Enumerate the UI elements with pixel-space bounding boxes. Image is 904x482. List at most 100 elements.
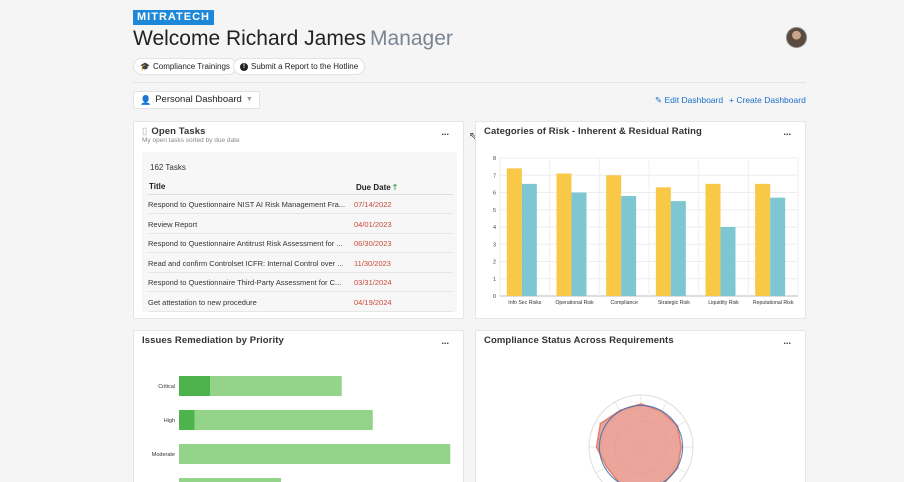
hotline-report-link[interactable]: ! Submit a Report to the Hotline	[233, 58, 366, 75]
issues-bar	[179, 410, 195, 430]
column-header-title[interactable]: Title	[149, 182, 166, 191]
y-tick-label: 5	[493, 208, 496, 214]
y-tick-label: Moderate	[152, 452, 175, 458]
x-tick-label: Reputational Risk	[753, 300, 794, 306]
header-divider	[148, 194, 453, 195]
page-title: Welcome Richard James Manager	[133, 27, 453, 51]
welcome-text: Welcome Richard James	[133, 27, 367, 50]
issues-bar-chart: Critical High Moderate	[152, 376, 451, 482]
table-row[interactable]: Get attestation to new procedure 04/19/20…	[148, 293, 453, 312]
task-title[interactable]: Respond to Questionnaire Third-Party Ass…	[148, 278, 342, 287]
mitratech-logo: MITRATECH	[133, 10, 214, 25]
open-tasks-card: ▯ Open Tasks My open tasks sorted by due …	[133, 121, 464, 319]
risk-bar	[556, 173, 572, 296]
y-tick-label: Critical	[158, 384, 175, 390]
x-tick-label: Operational Risk	[555, 300, 594, 306]
graduation-cap-icon: 🎓	[140, 62, 150, 71]
compliance-status-title: Compliance Status Across Requirements	[484, 335, 674, 346]
y-tick-label: 4	[493, 225, 496, 231]
risk-categories-card: Categories of Risk - Inherent & Residual…	[475, 121, 806, 319]
issues-card-menu-button[interactable]: ...	[441, 336, 449, 346]
plus-icon: +	[729, 95, 734, 105]
pencil-icon: ✎	[655, 95, 663, 105]
x-tick-label: Info Sec Risks	[508, 300, 542, 306]
y-tick-label: 3	[493, 242, 496, 248]
table-row[interactable]: Respond to Questionnaire NIST AI Risk Ma…	[148, 195, 453, 214]
issues-bar	[179, 444, 451, 464]
hotline-report-label: Submit a Report to the Hotline	[251, 62, 359, 71]
dashboard-selected: Personal Dashboard	[155, 94, 242, 105]
risk-categories-title: Categories of Risk - Inherent & Residual…	[484, 126, 702, 137]
x-tick-label: Strategic Risk	[658, 300, 690, 306]
table-row[interactable]: Read and confirm Controlset ICFR: Intern…	[148, 254, 453, 273]
task-due-date: 04/19/2024	[354, 297, 392, 307]
y-tick-label: 2	[493, 260, 496, 266]
task-title[interactable]: Respond to Questionnaire NIST AI Risk Ma…	[148, 200, 346, 209]
task-title[interactable]: Get attestation to new procedure	[148, 297, 257, 307]
compliance-trainings-link[interactable]: 🎓 Compliance Trainings	[133, 58, 237, 75]
tasks-table: 162 Tasks Title Due Date 🡑 Respond to Qu…	[142, 152, 457, 312]
create-dashboard-button[interactable]: + Create Dashboard	[729, 95, 806, 105]
risk-bar	[655, 187, 671, 296]
x-tick-label: Liquidity Risk	[708, 300, 739, 306]
chevron-down-icon: ▼	[245, 96, 253, 103]
task-title[interactable]: Review Report	[148, 219, 198, 229]
sort-arrow-up-icon: 🡑	[392, 183, 398, 192]
issues-bar	[210, 376, 342, 396]
dashboard-selector[interactable]: 👤 Personal Dashboard ▼	[133, 91, 260, 109]
open-tasks-subtitle: My open tasks sorted by due date	[142, 137, 240, 144]
risk-bar	[606, 175, 622, 296]
create-dashboard-label: Create Dashboard	[736, 95, 806, 105]
table-row[interactable]: Respond to Questionnaire Antitrust Risk …	[148, 234, 453, 253]
task-due-date: 03/31/2024	[354, 278, 392, 287]
compliance-radar-chart	[588, 394, 694, 482]
open-tasks-title-text: Open Tasks	[151, 126, 206, 137]
compliance-trainings-label: Compliance Trainings	[152, 62, 230, 71]
avatar[interactable]	[786, 27, 807, 48]
risk-bar	[571, 192, 587, 296]
risk-bar	[720, 227, 736, 296]
divider	[133, 82, 806, 83]
person-icon: 👤	[140, 95, 152, 105]
task-count: 162 Tasks	[150, 163, 186, 172]
y-tick-label: 1	[493, 277, 496, 283]
column-header-due-date[interactable]: Due Date 🡑	[356, 182, 397, 196]
mouse-pointer-icon: ⇖	[469, 131, 478, 142]
edit-dashboard-label: Edit Dashboard	[664, 95, 724, 105]
document-icon: ▯	[142, 126, 148, 137]
risk-bar	[770, 197, 786, 296]
issues-bar	[179, 478, 281, 482]
task-title[interactable]: Read and confirm Controlset ICFR: Intern…	[148, 258, 344, 268]
y-tick-label: High	[164, 418, 175, 424]
user-role: Manager	[370, 27, 453, 50]
issues-remediation-card: Issues Remediation by Priority ... Criti…	[133, 330, 464, 482]
y-tick-label: 8	[493, 156, 496, 162]
risk-bar	[621, 195, 637, 296]
risk-bar-chart: 0 1 2 3 4 5 6 7 8 Info Sec Risks Operational Risk C…	[493, 156, 799, 306]
issues-remediation-title: Issues Remediation by Priority	[142, 335, 284, 346]
radar-line	[598, 404, 684, 482]
info-icon: !	[240, 62, 248, 71]
compliance-status-card: Compliance Status Across Requirements ..…	[475, 330, 806, 482]
risk-bar	[506, 168, 522, 296]
open-tasks-menu-button[interactable]: ...	[441, 127, 449, 137]
risk-bar	[705, 183, 721, 296]
task-due-date: 06/30/2023	[354, 239, 392, 248]
x-tick-label: Compliance	[610, 300, 638, 306]
task-due-date: 04/01/2023	[354, 219, 392, 229]
y-tick-label: 0	[493, 294, 496, 300]
risk-bar	[521, 183, 537, 296]
task-title[interactable]: Respond to Questionnaire Antitrust Risk …	[148, 239, 343, 248]
task-due-date: 11/30/2023	[354, 258, 391, 268]
table-row[interactable]: Respond to Questionnaire Third-Party Ass…	[148, 273, 453, 292]
edit-dashboard-button[interactable]: ✎ Edit Dashboard	[655, 95, 723, 106]
issues-bar	[194, 410, 373, 430]
table-row[interactable]: Review Report 04/01/2023	[148, 215, 453, 234]
risk-card-menu-button[interactable]: ...	[783, 127, 791, 137]
y-tick-label: 6	[493, 191, 496, 197]
task-due-date: 07/14/2022	[354, 200, 392, 209]
issues-bar	[179, 376, 210, 396]
compliance-card-menu-button[interactable]: ...	[783, 336, 791, 346]
open-tasks-title: ▯ Open Tasks	[142, 126, 205, 137]
risk-bar	[755, 183, 771, 296]
